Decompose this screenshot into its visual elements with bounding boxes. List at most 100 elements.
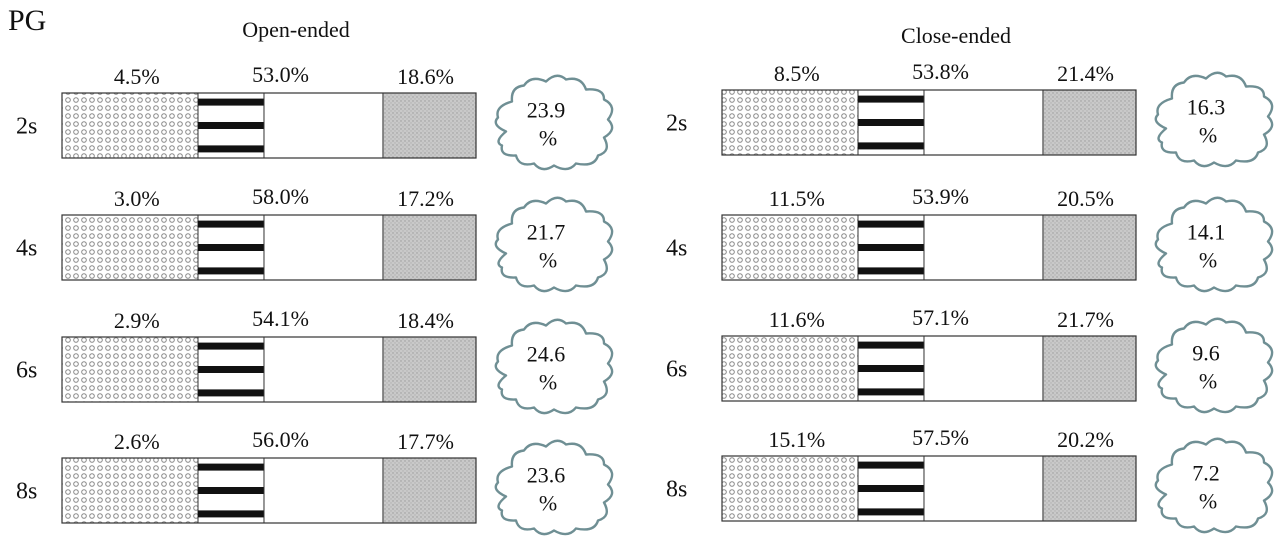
category-label: 8s — [666, 477, 687, 503]
data-label: 58.0% — [252, 184, 309, 209]
cloud-value: 24.6 — [527, 342, 566, 367]
bar-frame — [721, 89, 1137, 156]
bar-frame — [61, 336, 477, 403]
data-label: 15.1% — [768, 427, 825, 452]
cloud-shape — [1154, 71, 1274, 168]
data-label: 2.6% — [114, 429, 160, 454]
stripe — [197, 98, 264, 106]
cloud-shape — [1154, 317, 1274, 414]
segment-striped — [197, 214, 265, 281]
data-label: 8.5% — [774, 61, 820, 86]
data-label: 17.2% — [397, 186, 454, 211]
segment-white — [263, 336, 384, 403]
cloud-callout: 21.7% — [494, 196, 614, 293]
cloud-unit: % — [1199, 123, 1217, 148]
segment-striped — [197, 457, 265, 524]
category-label: 6s — [16, 358, 37, 384]
segment-gray — [382, 457, 477, 524]
cloud-shape — [494, 318, 614, 415]
cloud-unit: % — [539, 248, 557, 273]
cloud-value: 23.9 — [527, 98, 566, 123]
stripe — [857, 485, 924, 492]
stripe — [857, 388, 924, 396]
data-label: 53.8% — [912, 59, 969, 84]
bar-frame — [61, 92, 477, 159]
data-label: 21.7% — [1057, 307, 1114, 332]
stripe — [197, 389, 264, 397]
cloud-unit: % — [1199, 369, 1217, 394]
segment-white — [923, 89, 1044, 156]
stripe — [197, 244, 264, 251]
stripe — [857, 95, 924, 103]
cloud-unit: % — [1199, 248, 1217, 273]
segment-gray — [1042, 455, 1137, 522]
bar-row: 6s 2.9% 54.1% 18.4% 24.6% — [16, 306, 614, 415]
cloud-value: 14.1 — [1187, 220, 1226, 245]
stripe — [857, 220, 924, 228]
segment-dotted — [61, 92, 199, 159]
stripe — [857, 365, 924, 372]
cloud-callout: 23.9% — [494, 74, 614, 171]
cloud-callout: 23.6% — [494, 439, 614, 536]
stripe — [197, 366, 264, 373]
data-label: 4.5% — [114, 64, 160, 89]
cloud-value: 16.3 — [1187, 95, 1226, 120]
stripe — [857, 119, 924, 126]
segment-dotted — [61, 457, 199, 524]
segment-gray — [1042, 335, 1137, 402]
cloud-callout: 24.6% — [494, 318, 614, 415]
cloud-value: 9.6 — [1192, 341, 1220, 366]
cloud-shape — [494, 439, 614, 536]
stripe — [857, 142, 924, 150]
segment-dotted — [61, 214, 199, 281]
segment-dotted — [721, 89, 859, 156]
segment-gray — [1042, 214, 1137, 281]
data-label: 53.0% — [252, 62, 309, 87]
cloud-unit: % — [539, 126, 557, 151]
bar-frame — [61, 457, 477, 524]
stripe — [857, 244, 924, 251]
segment-white — [263, 214, 384, 281]
stripe — [197, 220, 264, 228]
stripe — [197, 145, 264, 153]
segment-striped — [197, 336, 265, 403]
bar-row: 6s 11.6% 57.1% 21.7% 9.6% — [666, 305, 1274, 414]
segment-striped — [197, 92, 265, 159]
data-label: 11.5% — [769, 186, 825, 211]
stripe — [857, 461, 924, 469]
cloud-shape — [494, 74, 614, 171]
cloud-shape — [494, 196, 614, 293]
segment-dotted — [721, 214, 859, 281]
cloud-callout: 9.6% — [1154, 317, 1274, 414]
cloud-callout: 16.3% — [1154, 71, 1274, 168]
segment-gray — [1042, 89, 1137, 156]
bar-frame — [721, 455, 1137, 522]
segment-dotted — [61, 336, 199, 403]
bar-row: 2s 8.5% 53.8% 21.4% 16.3% — [666, 59, 1274, 168]
stripe — [197, 342, 264, 350]
segment-striped — [857, 89, 925, 156]
category-label: 4s — [16, 236, 37, 262]
cloud-value: 7.2 — [1192, 461, 1220, 486]
bar-row: 2s 4.5% 53.0% 18.6% 23.9% — [16, 62, 614, 171]
stripe — [197, 122, 264, 129]
segment-dotted — [721, 455, 859, 522]
stripe — [197, 463, 264, 471]
data-label: 20.5% — [1057, 186, 1114, 211]
data-label: 53.9% — [912, 184, 969, 209]
data-label: 18.6% — [397, 64, 454, 89]
category-label: 2s — [16, 114, 37, 140]
segment-white — [923, 214, 1044, 281]
segment-white — [263, 457, 384, 524]
data-label: 56.0% — [252, 427, 309, 452]
bar-row: 8s 15.1% 57.5% 20.2% 7.2% — [666, 425, 1274, 534]
category-label: 6s — [666, 357, 687, 383]
data-label: 18.4% — [397, 308, 454, 333]
stripe — [197, 487, 264, 494]
data-label: 20.2% — [1057, 427, 1114, 452]
bar-frame — [721, 335, 1137, 402]
close-ended-panel: Close-ended 2s 8.5% 53.8% 21.4% 16.3% 4s 11.5% 5… — [666, 23, 1274, 534]
segment-gray — [382, 214, 477, 281]
cloud-unit: % — [539, 370, 557, 395]
